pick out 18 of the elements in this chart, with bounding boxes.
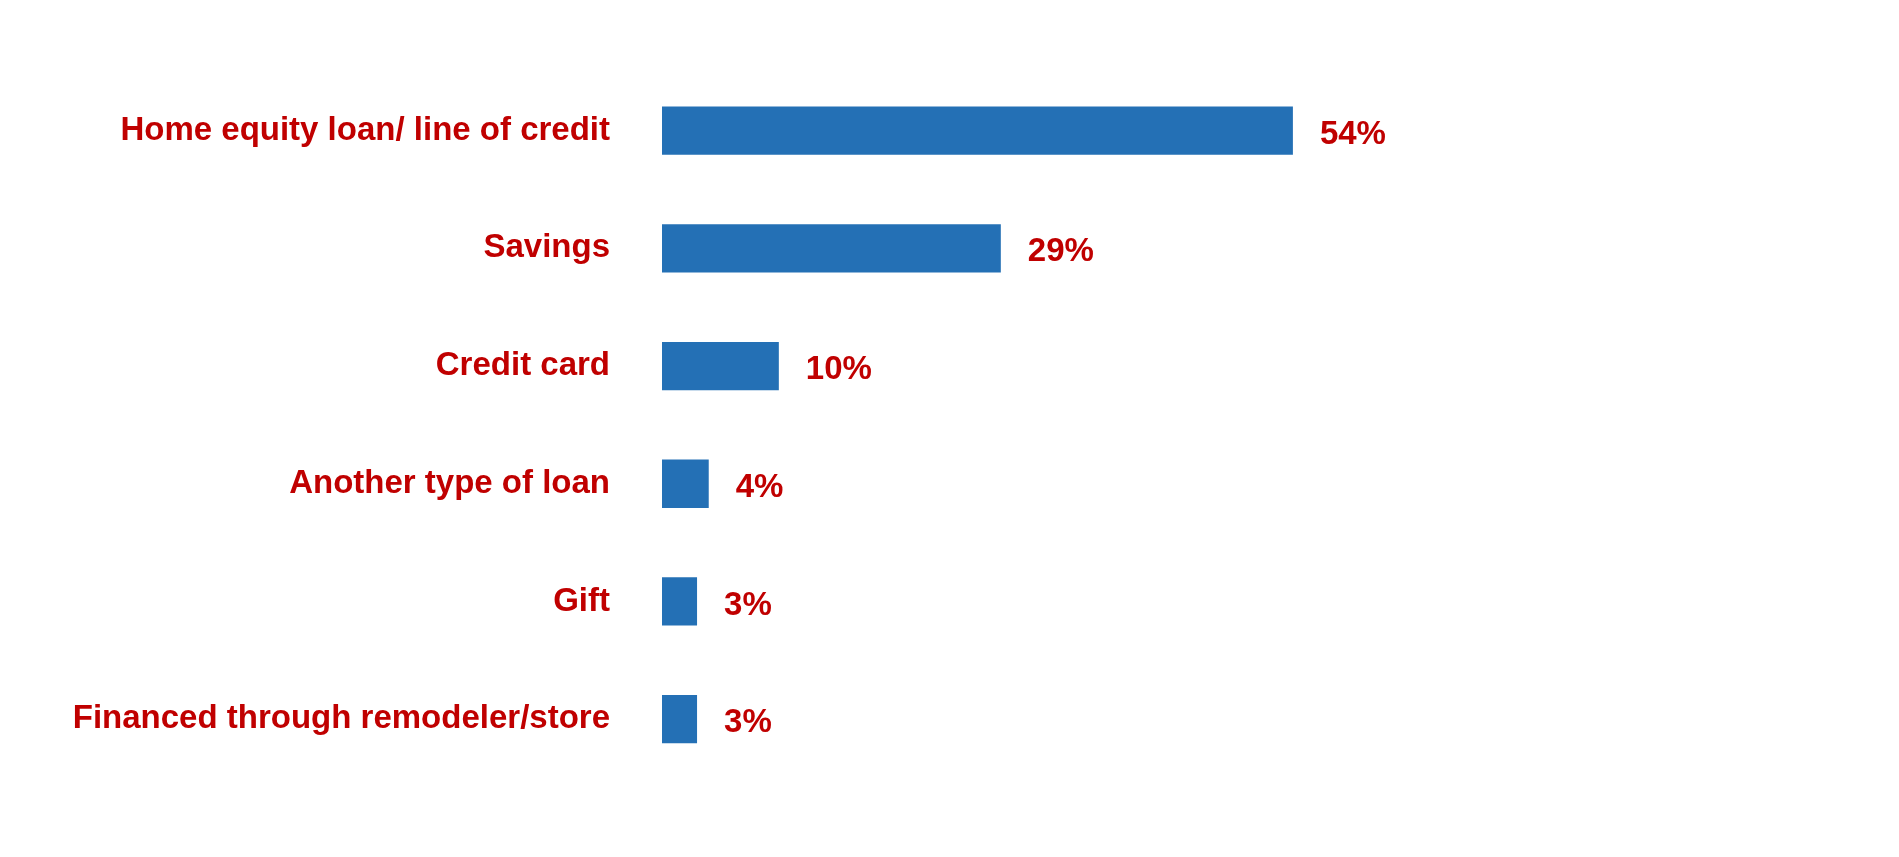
data-label: 4% bbox=[735, 466, 784, 504]
bar bbox=[662, 106, 1293, 155]
bar bbox=[662, 695, 698, 744]
y-tick-label: Gift bbox=[553, 580, 610, 618]
data-label: 10% bbox=[805, 349, 872, 387]
y-tick-label: Credit card bbox=[435, 345, 610, 383]
bar bbox=[662, 459, 709, 508]
data-label: 54% bbox=[1319, 113, 1386, 151]
data-label: 3% bbox=[724, 702, 772, 740]
data-label: 3% bbox=[724, 584, 772, 622]
bar bbox=[662, 224, 1001, 273]
bar bbox=[662, 577, 698, 626]
y-tick-label: Savings bbox=[483, 227, 610, 265]
data-label: 29% bbox=[1027, 231, 1094, 269]
y-tick-label: Home equity loan/ line of credit bbox=[120, 109, 610, 147]
y-tick-label: Financed through remodeler/store bbox=[72, 698, 610, 736]
y-tick-label: Another type of loan bbox=[289, 462, 610, 500]
bar bbox=[662, 341, 779, 391]
